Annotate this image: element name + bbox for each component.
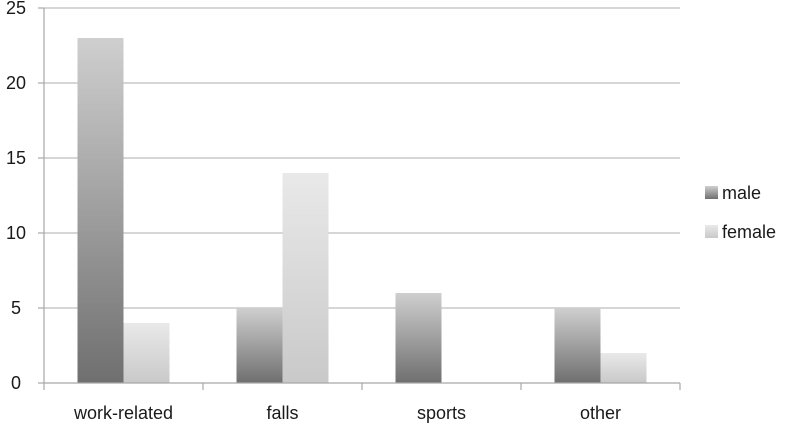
y-tick-label: 15 [6, 148, 26, 168]
legend-swatch-female [705, 225, 718, 238]
legend-label-female: female [722, 222, 776, 242]
legend-swatch-male [705, 186, 718, 199]
category-label: work-related [73, 403, 173, 423]
bars [77, 38, 647, 383]
y-tick-label: 20 [6, 73, 26, 93]
gridlines [44, 7, 680, 309]
bar-male-sports [395, 293, 442, 383]
bar-female-other [600, 353, 647, 383]
bar-female-falls [282, 173, 329, 383]
bar-male-work-related [77, 38, 124, 383]
y-tick-label: 5 [11, 298, 21, 318]
bar-male-other [554, 308, 601, 383]
x-axis: work-related falls sports other [43, 382, 681, 423]
y-tick-label: 25 [6, 0, 26, 18]
category-label: sports [417, 403, 466, 423]
y-tick-label: 0 [11, 373, 21, 393]
bar-male-falls [236, 308, 283, 383]
category-label: other [580, 403, 621, 423]
legend-label-male: male [722, 183, 761, 203]
category-label: falls [266, 403, 298, 423]
y-tick-label: 10 [6, 223, 26, 243]
legend: male female [705, 183, 776, 242]
y-axis: 0 5 10 15 20 25 [6, 0, 45, 393]
bar-female-work-related [123, 323, 170, 383]
